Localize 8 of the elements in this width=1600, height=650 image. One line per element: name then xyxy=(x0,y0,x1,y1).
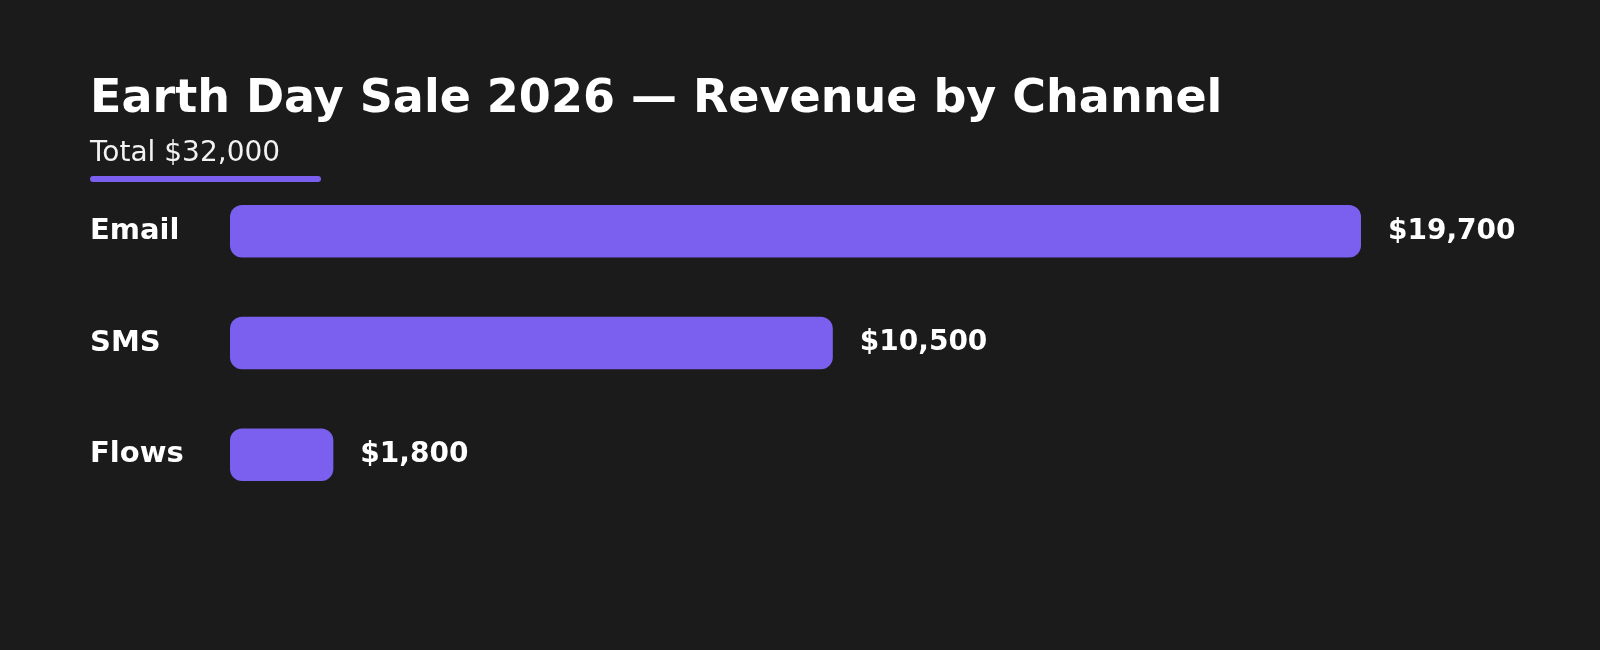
data-label: $1,800 xyxy=(360,436,469,470)
chart-subtitle: Total $32,000 xyxy=(90,135,281,168)
data-label: $10,500 xyxy=(859,324,988,358)
data-label: $19,700 xyxy=(1388,212,1516,246)
chart-title: Earth Day Sale 2026 — Revenue by Channel xyxy=(90,69,1223,123)
y-tick-label: Email xyxy=(90,211,180,246)
y-tick-label: Flows xyxy=(90,435,184,470)
y-tick-label: SMS xyxy=(90,323,161,358)
